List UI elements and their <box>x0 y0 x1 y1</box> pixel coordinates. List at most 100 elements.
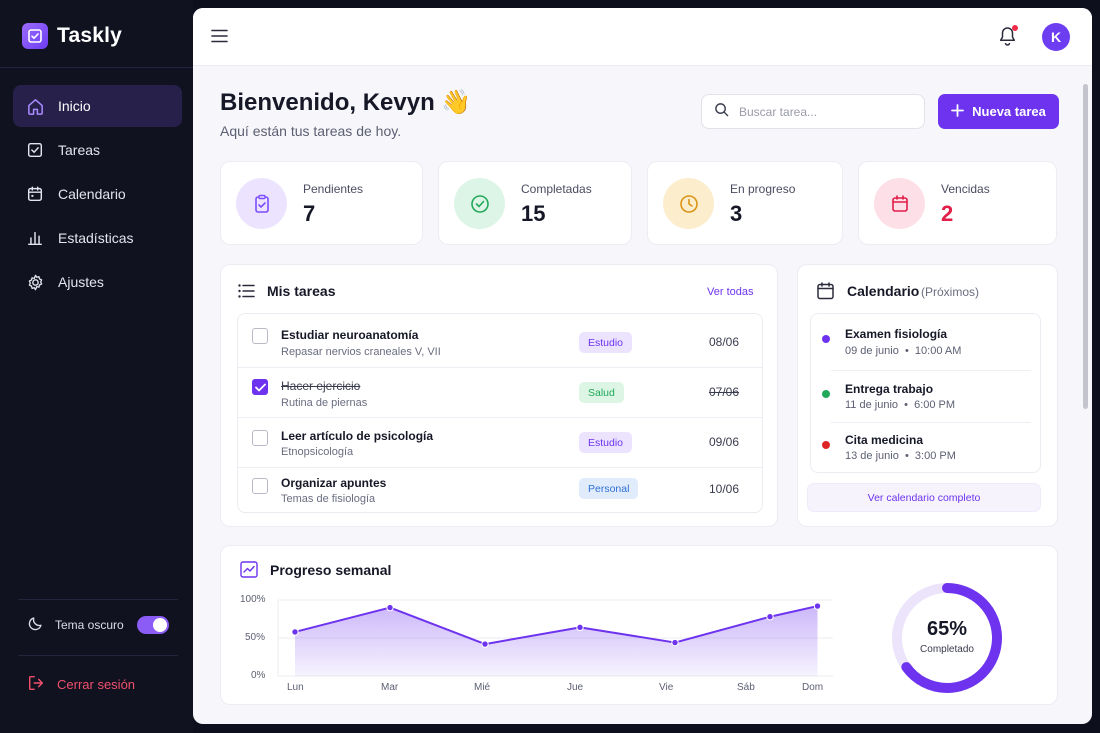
search-icon <box>714 102 729 122</box>
taskly-logo-icon <box>22 23 48 49</box>
task-date: 08/06 <box>709 335 740 349</box>
data-point <box>291 628 299 636</box>
sidebar-item-ajustes[interactable]: Ajustes <box>13 261 182 303</box>
task-subtitle: Rutina de piernas <box>281 397 368 409</box>
main-panel: K Bienvenido, Kevyn 👋 Aquí están tus tar… <box>193 8 1092 724</box>
sidebar-item-label: Tareas <box>58 142 101 158</box>
task-row[interactable]: Organizar apuntes Temas de fisiología Pe… <box>238 468 762 512</box>
tasks-title: Mis tareas <box>267 283 336 299</box>
home-icon <box>25 96 45 116</box>
logout-icon <box>27 674 45 695</box>
task-title: Hacer ejercicio <box>281 379 361 393</box>
task-row[interactable]: Estudiar neuroanatomía Repasar nervios c… <box>238 314 762 368</box>
area-fill <box>295 606 818 676</box>
sidebar-nav: Inicio Tareas Calendario Estadísticas Aj… <box>13 85 182 305</box>
sidebar-item-estadisticas[interactable]: Estadísticas <box>13 217 182 259</box>
view-all-link[interactable]: Ver todas <box>707 286 754 298</box>
task-tag: Estudio <box>579 332 633 353</box>
toggle-knob <box>153 617 167 632</box>
progress-card: Progreso semanal 100% 50% 0% Lun Mar Mié… <box>220 545 1058 705</box>
search-input[interactable] <box>739 104 909 119</box>
event-item[interactable]: Cita medicina 13 de junio • 3:00 PM <box>811 423 1040 473</box>
sidebar-item-label: Inicio <box>58 98 91 114</box>
avatar[interactable]: K <box>1042 23 1070 51</box>
task-checkbox[interactable] <box>252 328 268 344</box>
weekly-progress-chart <box>277 599 833 677</box>
event-item[interactable]: Examen fisiología 09 de junio • 10:00 AM <box>811 314 1040 370</box>
sidebar-item-calendario[interactable]: Calendario <box>13 173 182 215</box>
event-title: Entrega trabajo <box>845 382 934 396</box>
event-dot <box>822 335 830 343</box>
gear-icon <box>25 272 45 292</box>
task-date: 09/06 <box>709 435 740 449</box>
new-task-label: Nueva tarea <box>972 104 1046 119</box>
sidebar-divider <box>0 67 193 68</box>
bell-icon[interactable] <box>998 26 1017 52</box>
divider <box>831 370 1031 371</box>
task-checkbox[interactable] <box>252 430 268 446</box>
task-list: Estudiar neuroanatomía Repasar nervios c… <box>237 313 763 513</box>
logout-button[interactable]: Cerrar sesión <box>27 674 135 695</box>
view-calendar-button[interactable]: Ver calendario completo <box>807 483 1041 512</box>
event-title: Cita medicina <box>845 433 924 447</box>
sidebar-item-tareas[interactable]: Tareas <box>13 129 182 171</box>
task-checkbox[interactable] <box>252 379 268 395</box>
stat-label: Completadas <box>521 182 592 196</box>
data-point <box>766 613 774 621</box>
task-subtitle: Etnopsicología <box>281 446 354 458</box>
data-point <box>813 602 822 610</box>
stat-value: 7 <box>303 201 316 226</box>
progress-ring <box>892 583 1002 693</box>
menu-icon[interactable] <box>211 29 228 48</box>
stat-card-vencidas[interactable]: Vencidas 2 <box>858 161 1057 245</box>
stat-value: 3 <box>730 201 743 226</box>
stat-value: 2 <box>941 201 954 226</box>
x-tick-label: Mié <box>474 682 491 693</box>
task-row[interactable]: Hacer ejercicio Rutina de piernas Salud … <box>238 368 762 418</box>
progress-caption: Completado <box>920 644 974 655</box>
task-row[interactable]: Leer artículo de psicología Etnopsicolog… <box>238 418 762 468</box>
task-tag: Salud <box>579 382 624 403</box>
stat-card-pendientes[interactable]: Pendientes 7 <box>220 161 423 245</box>
moon-icon <box>27 614 45 635</box>
event-item[interactable]: Entrega trabajo 11 de junio • 6:00 PM <box>811 371 1040 422</box>
sidebar-item-inicio[interactable]: Inicio <box>13 85 182 127</box>
task-title: Leer artículo de psicología <box>281 429 434 443</box>
top-bar: K <box>193 8 1092 66</box>
app-name: Taskly <box>57 24 123 47</box>
checkbox-icon <box>25 140 45 160</box>
data-point <box>671 638 679 647</box>
x-tick-label: Vie <box>659 682 674 693</box>
search-box <box>701 94 925 129</box>
check-icon <box>254 383 266 392</box>
new-task-button[interactable]: Nueva tarea <box>938 94 1059 129</box>
clipboard-icon <box>236 178 287 229</box>
event-datetime: 11 de junio • 6:00 PM <box>845 399 956 411</box>
x-tick-label: Dom <box>802 682 824 693</box>
y-tick-label: 50% <box>245 632 266 643</box>
task-date: 10/06 <box>709 482 740 496</box>
stat-value: 15 <box>521 201 546 226</box>
clock-icon <box>663 178 714 229</box>
check-circle-icon <box>454 178 505 229</box>
data-point <box>481 640 489 648</box>
scrollbar-thumb[interactable] <box>1083 84 1088 409</box>
calendar-icon <box>25 184 45 204</box>
task-title: Organizar apuntes <box>281 476 387 490</box>
notification-badge <box>1012 25 1018 31</box>
y-tick-label: 0% <box>251 670 266 681</box>
brand[interactable]: Taskly <box>22 23 122 49</box>
task-tag: Personal <box>579 478 639 499</box>
x-tick-label: Mar <box>381 682 399 693</box>
progress-ring-fill <box>892 583 1002 693</box>
calendar-icon <box>817 282 834 305</box>
dark-theme-toggle[interactable] <box>137 615 169 634</box>
stat-card-completadas[interactable]: Completadas 15 <box>438 161 632 245</box>
sidebar-item-label: Calendario <box>58 186 126 202</box>
tasks-card: Mis tareas Ver todas Estudiar neuroanato… <box>220 264 778 527</box>
event-dot <box>822 441 830 449</box>
task-subtitle: Temas de fisiología <box>281 493 376 505</box>
task-checkbox[interactable] <box>252 478 268 494</box>
stat-card-en-progreso[interactable]: En progreso 3 <box>647 161 843 245</box>
task-title: Estudiar neuroanatomía <box>281 328 419 342</box>
